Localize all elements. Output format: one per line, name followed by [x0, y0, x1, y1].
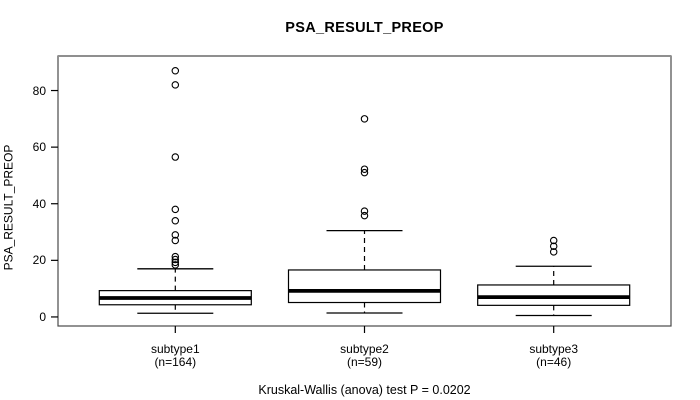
outlier-point-subtype2 [360, 115, 369, 123]
stat-test-caption: Kruskal-Wallis (anova) test P = 0.0202 [258, 383, 471, 397]
y-tick-label-80: 80 [32, 83, 46, 98]
outlier-point-subtype1 [171, 261, 180, 269]
chart-title: PSA_RESULT_PREOP [285, 20, 444, 36]
group-count: (n=164) [154, 354, 197, 369]
y-tick-label-20: 20 [32, 253, 46, 268]
outlier-point-subtype3 [549, 242, 558, 250]
y-tick-label-40: 40 [32, 196, 46, 211]
outlier-point-subtype3 [549, 236, 558, 245]
x-group-label-subtype3: subtype3 (n=46) [484, 343, 624, 368]
x-group-label-subtype2: subtype2 (n=59) [295, 343, 435, 368]
y-tick-label-60: 60 [32, 140, 46, 155]
group-count: (n=46) [536, 354, 572, 369]
outlier-point-subtype1 [171, 231, 180, 239]
outlier-point-subtype2 [360, 168, 369, 177]
group-count: (n=59) [346, 354, 383, 369]
iqr-box-subtype2 [287, 269, 442, 304]
outlier-point-subtype1 [171, 258, 180, 267]
outlier-point-subtype3 [549, 248, 558, 256]
iqr-box-subtype3 [477, 284, 631, 306]
outlier-point-subtype1 [171, 81, 180, 89]
outlier-point-subtype1 [171, 66, 180, 75]
outlier-point-subtype1 [171, 252, 180, 261]
outlier-point-subtype1 [171, 255, 180, 264]
y-tick-label-0: 0 [39, 309, 46, 324]
group-name: subtype3 [529, 342, 579, 356]
outlier-point-subtype1 [171, 236, 180, 245]
outlier-point-subtype2 [360, 211, 369, 220]
x-group-label-subtype1: subtype1 (n=164) [105, 343, 245, 368]
outlier-point-subtype2 [360, 207, 369, 215]
outlier-point-subtype1 [171, 205, 180, 214]
group-name: subtype1 [150, 342, 200, 356]
group-name: subtype2 [340, 342, 389, 356]
outlier-point-subtype1 [171, 216, 180, 225]
outlier-point-subtype1 [171, 153, 180, 161]
outlier-point-subtype2 [360, 165, 369, 173]
